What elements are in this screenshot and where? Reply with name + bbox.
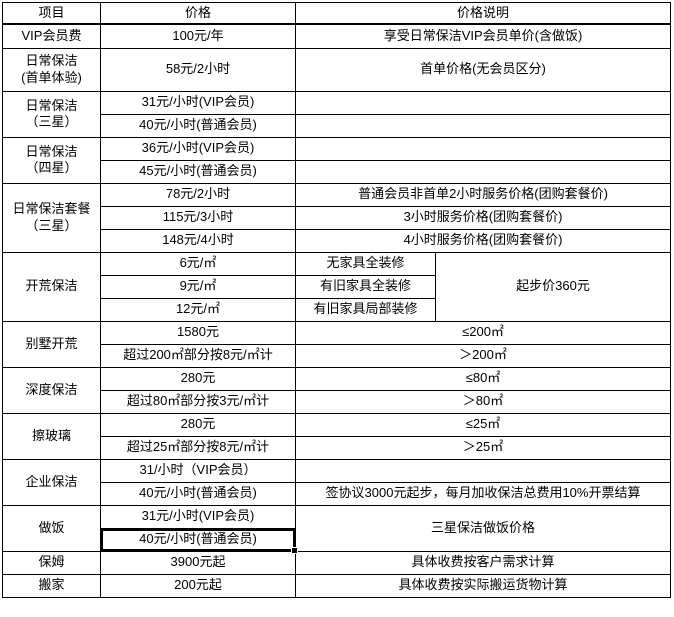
table-row: 做饭 31元/小时(VIP会员) 三星保洁做饭价格: [2, 504, 672, 552]
price-cell[interactable]: 36元/小时(VIP会员): [100, 136, 296, 161]
header-desc[interactable]: 价格说明: [294, 2, 672, 25]
table-row: 40元/小时(普通会员) 签协议3000元起步，每月加收保洁总费用10%开票结算: [3, 481, 672, 506]
price-cell[interactable]: 31元/小时(VIP会员): [100, 90, 296, 115]
header-item[interactable]: 项目: [2, 2, 101, 25]
service-name-cell[interactable]: 日常保洁套餐 （三星）: [2, 182, 101, 253]
desc-cell[interactable]: 普通会员非首单2小时服务价格(团购套餐价): [294, 182, 672, 207]
service-name-cell[interactable]: 别墅开荒: [2, 320, 101, 368]
table-row: 日常保洁 （三星） 31元/小时(VIP会员): [2, 90, 672, 138]
table-row: 日常保洁 (首单体验) 58元/2小时 首单价格(无会员区分): [2, 47, 672, 92]
desc-cell[interactable]: ＞25㎡: [294, 435, 672, 460]
price-cell[interactable]: 31/小时（VIP会员）: [100, 458, 296, 483]
spreadsheet-area: 项目 价格 价格说明 VIP会员费 100元/年 享受日常保洁VIP会员单价(含…: [2, 2, 672, 598]
price-cell[interactable]: 超过200㎡部分按8元/㎡计: [100, 343, 296, 368]
header-price[interactable]: 价格: [100, 2, 296, 25]
condition-cell[interactable]: 无家具全装修: [295, 251, 436, 276]
desc-cell[interactable]: 签协议3000元起步，每月加收保洁总费用10%开票结算: [294, 481, 672, 506]
table-row: 超过25㎡部分按8元/㎡计 ＞25㎡: [3, 435, 672, 460]
table-row: 超过80㎡部分按3元/㎡计 ＞80㎡: [3, 389, 672, 414]
desc-cell[interactable]: [294, 113, 672, 138]
desc-cell[interactable]: [294, 159, 672, 184]
service-name-cell[interactable]: 企业保洁: [2, 458, 101, 506]
service-name-cell[interactable]: 开荒保洁: [2, 251, 101, 322]
header-row: 项目 价格 价格说明: [2, 2, 672, 25]
table-row: 40元/小时(普通会员): [3, 113, 672, 138]
condition-cell[interactable]: 有旧家具全装修: [295, 274, 436, 299]
table-row: 保姆 3900元起 具体收费按客户需求计算: [2, 550, 672, 575]
desc-cell[interactable]: 具体收费按客户需求计算: [294, 550, 672, 575]
price-cell[interactable]: 12元/㎡: [100, 297, 296, 322]
service-name-cell[interactable]: 日常保洁 (首单体验): [2, 47, 101, 92]
table-row: 开荒保洁 6元/㎡ 无家具全装修 起步价360元: [2, 251, 672, 322]
table-row: 9元/㎡ 有旧家具全装修: [3, 274, 671, 299]
desc-cell[interactable]: ≤25㎡: [294, 412, 672, 437]
price-cell[interactable]: 超过25㎡部分按8元/㎡计: [100, 435, 296, 460]
note-cell[interactable]: 三星保洁做饭价格: [294, 504, 672, 552]
desc-cell[interactable]: 3小时服务价格(团购套餐价): [294, 205, 672, 230]
price-cell[interactable]: 9元/㎡: [100, 274, 296, 299]
note-cell[interactable]: 起步价360元: [434, 251, 672, 322]
price-cell[interactable]: 1580元: [100, 320, 296, 345]
price-cell[interactable]: 3900元起: [100, 550, 296, 575]
condition-cell[interactable]: 有旧家具局部装修: [295, 297, 436, 322]
desc-cell[interactable]: ≤200㎡: [294, 320, 672, 345]
service-name-cell[interactable]: 日常保洁 （四星）: [2, 136, 101, 184]
table-row: 擦玻璃 280元 ≤25㎡: [2, 412, 672, 460]
desc-cell[interactable]: ≤80㎡: [294, 366, 672, 391]
desc-cell[interactable]: 4小时服务价格(团购套餐价): [294, 228, 672, 253]
desc-cell[interactable]: [294, 136, 672, 161]
table-row: 148元/4小时 4小时服务价格(团购套餐价): [3, 228, 672, 253]
table-row: VIP会员费 100元/年 享受日常保洁VIP会员单价(含做饭): [2, 23, 672, 49]
table-row: 40元/小时(普通会员): [3, 527, 671, 554]
price-cell[interactable]: 280元: [100, 412, 296, 437]
desc-cell[interactable]: 享受日常保洁VIP会员单价(含做饭): [294, 23, 672, 49]
table-row: 企业保洁 31/小时（VIP会员）: [2, 458, 672, 506]
table-row: 搬家 200元起 具体收费按实际搬运货物计算: [2, 573, 672, 598]
service-name-cell[interactable]: 搬家: [2, 573, 101, 598]
price-cell[interactable]: 200元起: [100, 573, 296, 598]
price-cell[interactable]: 148元/4小时: [100, 228, 296, 253]
service-name-cell[interactable]: 日常保洁 （三星）: [2, 90, 101, 138]
selected-price-cell[interactable]: 40元/小时(普通会员): [100, 527, 298, 554]
service-name-cell[interactable]: VIP会员费: [2, 23, 101, 49]
service-name-cell[interactable]: 保姆: [2, 550, 101, 575]
price-cell[interactable]: 58元/2小时: [100, 47, 296, 92]
desc-cell[interactable]: 具体收费按实际搬运货物计算: [294, 573, 672, 598]
desc-cell[interactable]: ＞80㎡: [294, 389, 672, 414]
service-name-cell[interactable]: 深度保洁: [2, 366, 101, 414]
service-name-cell[interactable]: 擦玻璃: [2, 412, 101, 460]
price-cell[interactable]: 280元: [100, 366, 296, 391]
price-cell[interactable]: 115元/3小时: [100, 205, 296, 230]
fill-handle[interactable]: [291, 546, 298, 554]
price-cell[interactable]: 40元/小时(普通会员): [100, 481, 296, 506]
price-cell[interactable]: 78元/2小时: [100, 182, 296, 207]
desc-cell[interactable]: [294, 90, 672, 115]
price-cell[interactable]: 100元/年: [100, 23, 296, 49]
table-row: 别墅开荒 1580元 ≤200㎡: [2, 320, 672, 368]
service-name-cell[interactable]: 做饭: [2, 504, 101, 552]
price-cell[interactable]: 6元/㎡: [100, 251, 296, 276]
desc-cell[interactable]: 首单价格(无会员区分): [294, 47, 672, 92]
table-row: 超过200㎡部分按8元/㎡计 ＞200㎡: [3, 343, 672, 368]
desc-cell[interactable]: [294, 458, 672, 483]
desc-cell[interactable]: ＞200㎡: [294, 343, 672, 368]
price-table: 项目 价格 价格说明 VIP会员费 100元/年 享受日常保洁VIP会员单价(含…: [2, 2, 672, 598]
table-row: 115元/3小时 3小时服务价格(团购套餐价): [3, 205, 672, 230]
price-cell[interactable]: 45元/小时(普通会员): [100, 159, 296, 184]
table-row: 45元/小时(普通会员): [3, 159, 672, 184]
price-cell[interactable]: 40元/小时(普通会员): [100, 113, 296, 138]
table-row: 12元/㎡ 有旧家具局部装修: [3, 297, 671, 322]
table-row: 日常保洁套餐 （三星） 78元/2小时 普通会员非首单2小时服务价格(团购套餐价…: [2, 182, 672, 253]
price-cell[interactable]: 31元/小时(VIP会员): [100, 504, 296, 529]
price-cell[interactable]: 超过80㎡部分按3元/㎡计: [100, 389, 296, 414]
selected-cell-text: 40元/小时(普通会员): [139, 531, 257, 547]
table-row: 日常保洁 （四星） 36元/小时(VIP会员): [2, 136, 672, 184]
table-row: 深度保洁 280元 ≤80㎡: [2, 366, 672, 414]
